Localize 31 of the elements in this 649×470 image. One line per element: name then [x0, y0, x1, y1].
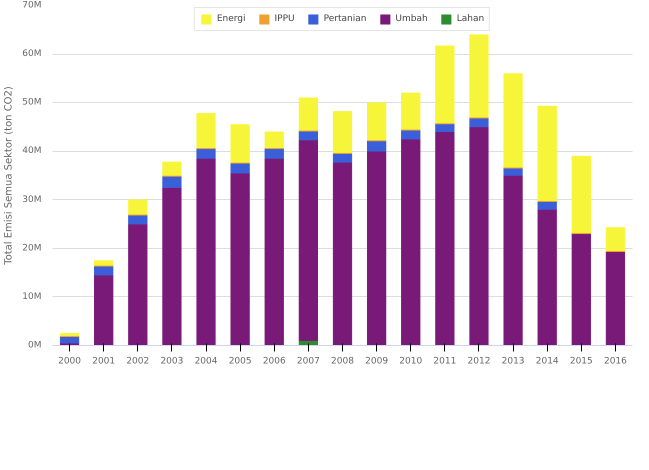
x-tick-label: 2001 [92, 356, 116, 366]
x-tick-label: 2016 [604, 356, 628, 366]
y-tick-label: 30M [22, 194, 42, 205]
x-tick-label: 2015 [570, 356, 593, 366]
legend-label: Lahan [456, 14, 484, 24]
y-tick-label: 10M [22, 292, 42, 302]
y-tick-label: 0M [28, 340, 42, 350]
x-tick-label: 2003 [160, 356, 184, 366]
legend-label: Pertanian [324, 14, 366, 24]
x-tick-label: 2005 [228, 356, 252, 366]
x-tick-label: 2013 [502, 356, 525, 366]
x-tick-label: 2002 [126, 356, 150, 366]
x-tick-label: 2012 [468, 356, 490, 366]
x-tick-label: 2007 [296, 356, 320, 366]
legend-label: IPPU [274, 14, 295, 24]
x-tick-label: 2004 [194, 356, 218, 366]
legend-label: Energi [216, 14, 246, 24]
y-tick-label: 60M [22, 49, 42, 60]
x-tick-label: 2000 [58, 356, 82, 366]
x-tick-label: 2008 [331, 356, 354, 366]
y-tick-label: 70M [22, 0, 42, 10]
x-tick-label: 2011 [433, 356, 456, 366]
y-tick-label: 20M [22, 243, 42, 254]
legend-label: Umbah [395, 14, 428, 24]
x-tick-label: 2009 [365, 356, 388, 366]
x-tick-label: 2006 [262, 356, 286, 366]
y-tick-label: 50M [22, 98, 42, 108]
x-tick-label: 2010 [399, 356, 422, 366]
x-tick-label: 2014 [536, 356, 559, 366]
y-tick-label: 40M [22, 146, 42, 156]
y-axis-title: Total Emisi Semua Sektor (ton CO2) [3, 86, 14, 266]
